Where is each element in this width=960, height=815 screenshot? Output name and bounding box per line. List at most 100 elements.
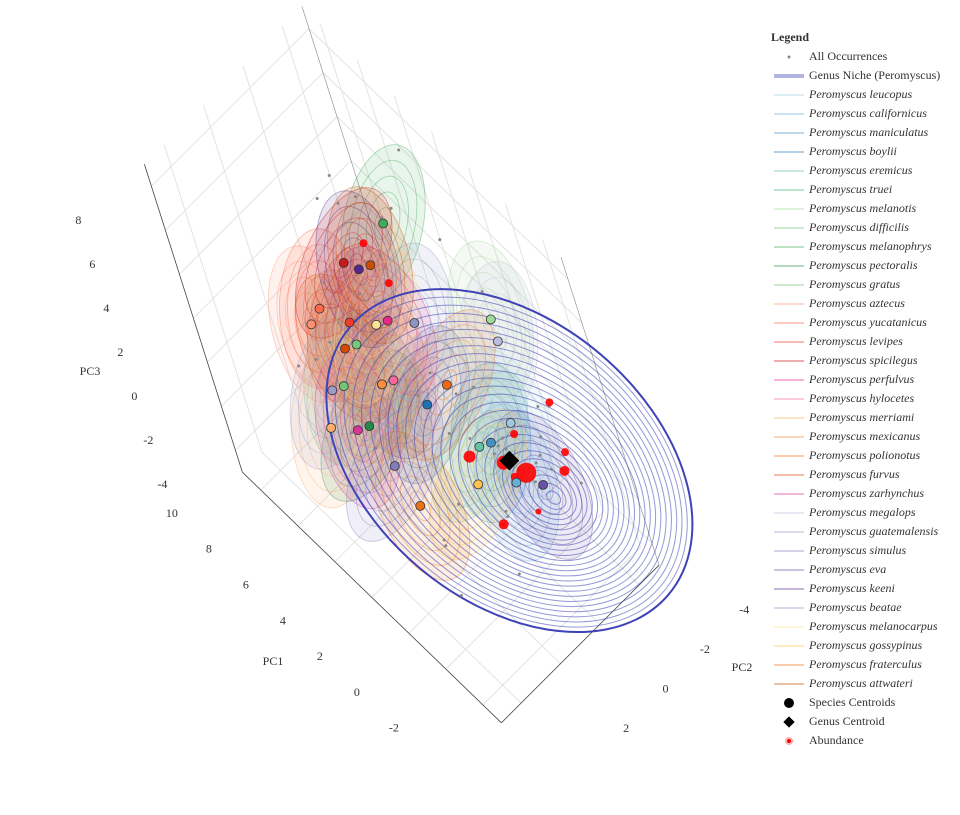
species-centroid: [351, 339, 362, 350]
niche-ring: [327, 186, 414, 345]
legend-label: Peromyscus melanocarpus: [808, 619, 938, 633]
occurrence-point: [536, 405, 540, 408]
species-centroid: [389, 461, 400, 471]
genus-niche-ring: [457, 409, 614, 556]
abundance-point: [535, 508, 542, 515]
occurrence-point: [501, 436, 505, 440]
legend-label: Peromyscus fraterculus: [808, 657, 922, 671]
niche-ring: [393, 341, 462, 469]
abundance-point: [561, 448, 570, 457]
niche-ring: [348, 159, 418, 288]
niche-ring: [418, 388, 437, 421]
occurrence-point: [492, 452, 496, 456]
abundance-point: [510, 430, 519, 438]
occurrence-point: [444, 544, 448, 548]
x-axis-title: PC1: [263, 654, 284, 668]
species-centroid: [505, 418, 516, 428]
abundance-point: [559, 465, 570, 476]
x-tick-label: 10: [166, 506, 178, 520]
x-tick-label: 0: [354, 685, 360, 699]
niche-ring: [332, 221, 386, 317]
species-centroid: [538, 479, 548, 490]
niche-ring: [356, 336, 408, 433]
species-centroid: [485, 437, 496, 448]
legend-label: Peromyscus californicus: [808, 106, 927, 120]
niche-ring: [287, 244, 352, 374]
legend: Legend All Occurrences Genus Niche (Perom…: [771, 30, 940, 747]
niche-ring: [489, 325, 507, 358]
grid-line: [193, 160, 352, 319]
z-tick-label: 0: [131, 389, 137, 403]
legend-label: Genus Centroid: [809, 714, 885, 728]
niche-ring: [298, 326, 367, 454]
grid-line: [364, 204, 625, 456]
niche-ring: [532, 469, 554, 501]
z-tick-label: 6: [89, 257, 95, 271]
legend-label: Peromyscus gossypinus: [808, 638, 923, 652]
grid-line: [340, 373, 601, 625]
niche-ring: [370, 431, 471, 581]
occurrence-point: [534, 480, 537, 484]
legend-marker: [783, 716, 795, 728]
niche-ring: [465, 277, 531, 406]
occurrence-point: [358, 292, 362, 296]
grid-line: [207, 204, 366, 363]
niche-ring: [276, 261, 347, 388]
niche-ring: [267, 245, 355, 404]
y-tick-label: 2: [623, 721, 629, 735]
legend-label: Peromyscus attwateri: [808, 676, 913, 690]
legend-label: Peromyscus hylocetes: [808, 391, 915, 405]
legend-label: Peromyscus melanophrys: [808, 239, 932, 253]
occurrence-point: [315, 196, 319, 200]
legend-marker: [787, 55, 791, 59]
niche-ring: [351, 339, 413, 430]
genus-niche-ring: [431, 385, 630, 572]
grid-line: [392, 292, 653, 544]
niche-ring: [522, 454, 564, 516]
genus-niche-ring: [413, 369, 641, 582]
niche-ring: [314, 395, 348, 461]
occurrence-point: [374, 446, 378, 450]
grid-line: [308, 28, 569, 280]
genus-niche-ring: [405, 361, 646, 587]
niche-ring: [481, 309, 515, 374]
axis-line: [301, 6, 401, 315]
niche-ring: [315, 190, 403, 349]
grid-line: [261, 452, 522, 704]
genus-niche-ring: [352, 312, 678, 618]
abundance-point: [498, 519, 509, 530]
y-tick-label: 0: [663, 681, 669, 695]
occurrence-point: [379, 216, 383, 220]
z-tick-label: 4: [103, 301, 109, 315]
genus-niche-ring: [422, 377, 635, 577]
niche-ring: [304, 288, 386, 409]
axis-line: [501, 564, 660, 724]
occurrence-point: [480, 290, 484, 294]
occurrence-point: [457, 502, 460, 506]
species-centroid: [340, 343, 350, 354]
species-centroid: [365, 260, 376, 271]
species-centroid: [338, 381, 349, 392]
legend-title: Legend: [771, 30, 809, 44]
plot-area: [267, 144, 694, 633]
occurrence-point: [353, 195, 357, 199]
niche-ring: [332, 309, 432, 460]
legend-label: Peromyscus zarhynchus: [808, 486, 924, 500]
niche-ring: [306, 342, 358, 439]
grid-line: [235, 292, 394, 451]
legend-label: Peromyscus keeni: [808, 581, 895, 595]
legend-label: Species Centroids: [809, 695, 896, 709]
occurrence-point: [468, 436, 472, 440]
niche-ring: [330, 365, 409, 487]
occurrence-point: [438, 238, 442, 242]
x-tick-label: 2: [317, 649, 323, 663]
occurrence-point: [389, 206, 393, 210]
legend-label: Peromyscus furvus: [808, 467, 900, 481]
niche-ring: [340, 144, 426, 303]
niche-ring: [436, 369, 457, 401]
legend-label: Peromyscus pectoralis: [808, 258, 918, 272]
species-centroid: [377, 379, 387, 390]
z-tick-label: 2: [117, 345, 123, 359]
axis-line: [144, 164, 243, 473]
species-centroid: [352, 425, 363, 436]
